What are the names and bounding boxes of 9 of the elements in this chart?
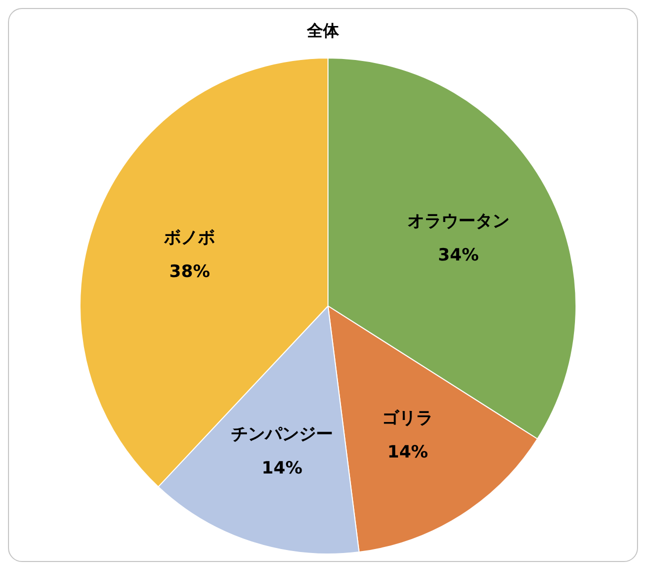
slice-label: オラウータン [407,211,510,232]
slice-label: ゴリラ [382,408,434,429]
slice-label: チンパンジー [231,424,334,445]
data-label: 14% [387,442,428,463]
chart-title: 全体 [306,21,340,42]
data-label: 34% [438,245,479,266]
slice-label: ボノボ [163,228,216,248]
data-label: 38% [169,262,210,282]
data-label: 14% [262,458,302,479]
